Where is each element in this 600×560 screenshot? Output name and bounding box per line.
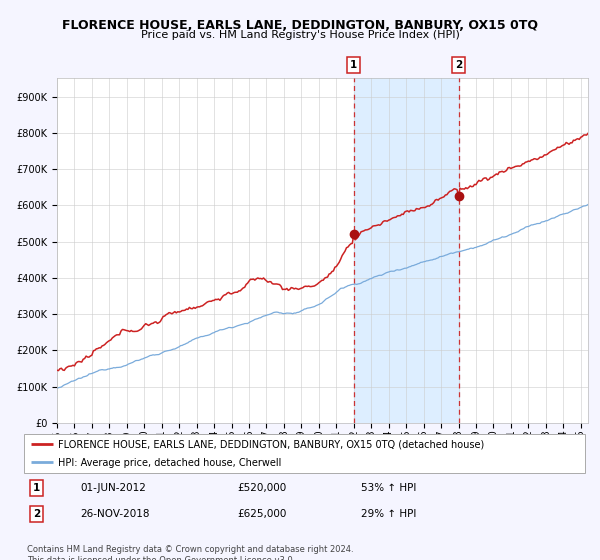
Text: 2: 2 — [455, 60, 462, 70]
Text: FLORENCE HOUSE, EARLS LANE, DEDDINGTON, BANBURY, OX15 0TQ: FLORENCE HOUSE, EARLS LANE, DEDDINGTON, … — [62, 18, 538, 32]
Text: 29% ↑ HPI: 29% ↑ HPI — [361, 509, 416, 519]
Text: 01-JUN-2012: 01-JUN-2012 — [80, 483, 146, 493]
Text: £520,000: £520,000 — [237, 483, 286, 493]
Text: Price paid vs. HM Land Registry's House Price Index (HPI): Price paid vs. HM Land Registry's House … — [140, 30, 460, 40]
Text: Contains HM Land Registry data © Crown copyright and database right 2024.
This d: Contains HM Land Registry data © Crown c… — [27, 545, 353, 560]
Text: 26-NOV-2018: 26-NOV-2018 — [80, 509, 149, 519]
Bar — [354, 78, 458, 423]
Text: £625,000: £625,000 — [237, 509, 287, 519]
Text: 1: 1 — [350, 60, 358, 70]
FancyBboxPatch shape — [24, 434, 585, 473]
Text: FLORENCE HOUSE, EARLS LANE, DEDDINGTON, BANBURY, OX15 0TQ (detached house): FLORENCE HOUSE, EARLS LANE, DEDDINGTON, … — [58, 440, 484, 450]
Text: 1: 1 — [33, 483, 40, 493]
Text: HPI: Average price, detached house, Cherwell: HPI: Average price, detached house, Cher… — [58, 458, 281, 468]
Text: 2: 2 — [33, 509, 40, 519]
Text: 53% ↑ HPI: 53% ↑ HPI — [361, 483, 416, 493]
